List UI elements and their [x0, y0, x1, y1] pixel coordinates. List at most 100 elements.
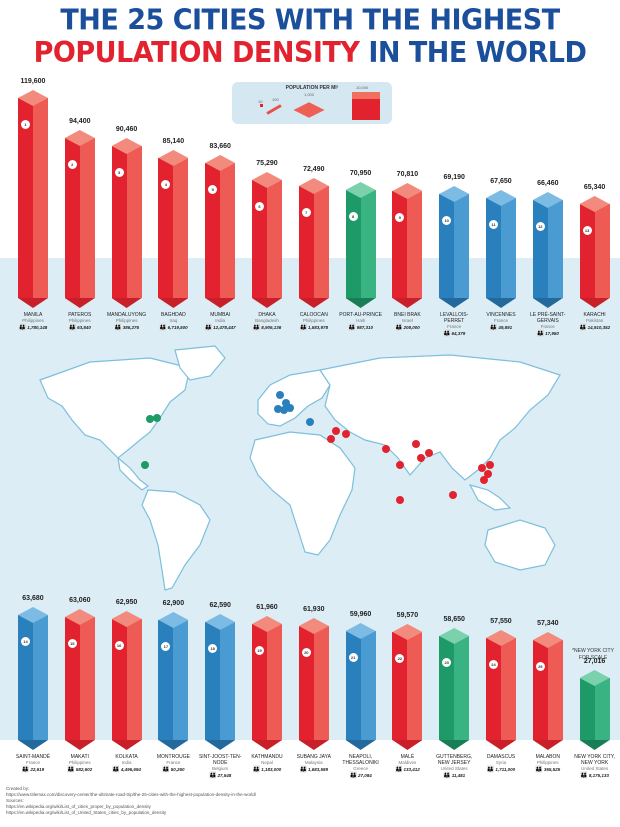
city-population: 👪27,084 — [349, 773, 372, 779]
city-label: NEW YORK CITY, NEW YORK United States 👪8,1… — [572, 754, 618, 780]
legend-label-10000: 10,000 — [356, 85, 369, 90]
city-label: MANDALUYONG Philippines 👪386,276 — [104, 312, 150, 332]
city-country: France — [166, 760, 181, 765]
city-country: Malaysia — [304, 760, 323, 765]
source-link-1[interactable]: https://en.wikipedia.org/wiki/List_of_ci… — [6, 804, 151, 809]
rank-badge: 3 — [114, 168, 124, 177]
page-title: THE 25 CITIES WITH THE HIGHEST POPULATIO… — [0, 4, 620, 69]
people-icon: 👪 — [395, 767, 403, 773]
city-name: PORT-AU-PRINCE — [339, 312, 382, 318]
rank-badge: 8 — [348, 212, 358, 221]
rank-badge: 19 — [255, 646, 264, 655]
people-icon: 👪 — [68, 325, 77, 331]
rank-badge: 21 — [348, 653, 358, 662]
city-name: NEW YORK CITY, NEW YORK — [574, 754, 615, 766]
rank-badge: 2 — [67, 160, 77, 169]
density-value: 94,400 — [69, 118, 91, 125]
city-population: 👪4,496,694 — [112, 767, 141, 773]
city-name: KOLKATA — [115, 754, 138, 760]
rank-badge: 9 — [395, 213, 405, 222]
bar-column: 25 — [532, 632, 563, 750]
city-population: 👪582,602 — [67, 767, 93, 773]
city-label: MONTROUGE France 👪50,260 — [150, 754, 196, 774]
people-icon: 👪 — [535, 767, 543, 773]
city-name: PATEROS — [68, 312, 92, 318]
people-icon: 👪 — [580, 773, 588, 779]
city-name: MALABON — [535, 754, 561, 760]
city-population: 👪22,619 — [21, 767, 45, 773]
city-name: NEAPOLI, THESSALONIKI — [342, 754, 379, 766]
city-country: United States — [581, 766, 609, 771]
legend-label-1000: 1,000 — [304, 92, 315, 97]
title-line-2: IN THE WORLD — [359, 37, 587, 70]
city-population: 👪17,950 — [536, 331, 559, 337]
bar-column: 17 — [158, 612, 189, 750]
city-country: Maldives — [398, 760, 417, 765]
density-value: 66,460 — [537, 180, 559, 187]
city-population: 👪1,683,589 — [299, 767, 329, 773]
city-country: Haiti — [356, 318, 366, 323]
rank-badge: 14 — [21, 637, 30, 646]
city-population: 👪6,719,500 — [159, 325, 188, 331]
city-country: France — [25, 760, 40, 765]
city-name: CALOOCAN — [299, 312, 328, 318]
density-value: 67,650 — [490, 178, 512, 185]
city-label: PORT-AU-PRINCE Haiti 👪987,310 — [338, 312, 384, 332]
bar-column: 5 — [205, 155, 236, 308]
rank-badge: 16 — [114, 641, 124, 650]
density-value: 27,016 — [583, 658, 606, 665]
city-country: Philippines — [22, 318, 44, 323]
density-value: 57,340 — [537, 620, 559, 627]
city-country: Greece — [353, 766, 368, 771]
city-population: 👪208,000 — [395, 325, 420, 331]
city-country: Belgium — [212, 766, 229, 771]
city-name: BNEI BRAK — [394, 312, 421, 318]
bar-column: 6 — [252, 172, 282, 308]
city-name: DHAKA — [258, 312, 276, 318]
source-link-2[interactable]: https://en.wikipedia.org/wiki/List_of_Un… — [6, 810, 167, 815]
rank-badge: 18 — [208, 644, 218, 653]
density-value: 57,550 — [490, 618, 512, 625]
city-country: India — [121, 760, 132, 765]
rank-badge: 15 — [67, 639, 77, 648]
density-value: 59,960 — [349, 611, 372, 618]
city-label: KARACHI Pakistan 👪14,910,352 — [572, 312, 618, 332]
rank-badge: 17 — [161, 642, 171, 651]
rank-badge: 1 — [21, 120, 30, 129]
density-value: 70,810 — [396, 171, 419, 178]
people-icon: 👪 — [21, 767, 30, 773]
city-country: Philippines — [68, 318, 91, 323]
bar-column: 14 — [18, 607, 48, 750]
people-icon: 👪 — [489, 325, 498, 331]
people-icon: 👪 — [348, 325, 356, 331]
bar-column: 18 — [205, 614, 236, 750]
legend-label-100: 100 — [272, 97, 279, 102]
credits-block: Created by: https://www.titlemax.com/dis… — [6, 786, 256, 816]
density-value: 62,900 — [162, 600, 185, 607]
bar-column: 12 — [532, 192, 563, 308]
city-label: GUTTENBERG, NEW JERSEY United States 👪11,4… — [431, 754, 477, 780]
rank-badge: 22 — [395, 654, 405, 663]
rank-badge: 6 — [255, 202, 264, 211]
density-value: 65,340 — [583, 184, 606, 191]
bar-column: 8 — [345, 182, 376, 308]
density-value: 72,490 — [303, 166, 325, 173]
density-value: 61,960 — [256, 604, 278, 611]
created-by-link[interactable]: https://www.titlemax.com/discovery-cente… — [6, 792, 257, 797]
bar-column: 23 — [439, 628, 470, 750]
city-label: SAINT-MANDÉ France 👪22,619 — [10, 754, 56, 774]
city-population: 👪386,276 — [114, 325, 139, 331]
city-country: United States — [440, 766, 468, 771]
city-country: France — [447, 324, 462, 329]
city-population: 👪11,481 — [443, 773, 466, 779]
city-label: KATHMANDU Nepal 👪1,183,000 — [244, 754, 290, 774]
city-label: DHAKA Bangladesh 👪8,906,136 — [244, 312, 290, 332]
city-label: KOLKATA India 👪4,496,694 — [104, 754, 150, 774]
density-value: 119,600 — [20, 78, 46, 85]
people-icon: 👪 — [209, 773, 217, 779]
city-population: 👪1,583,978 — [299, 325, 329, 331]
city-name: MALÉ — [400, 754, 415, 760]
city-name: LEVALLOIS-PERRET — [440, 312, 469, 324]
density-value: 69,190 — [443, 174, 465, 181]
sources-label: Sources: — [6, 798, 24, 803]
